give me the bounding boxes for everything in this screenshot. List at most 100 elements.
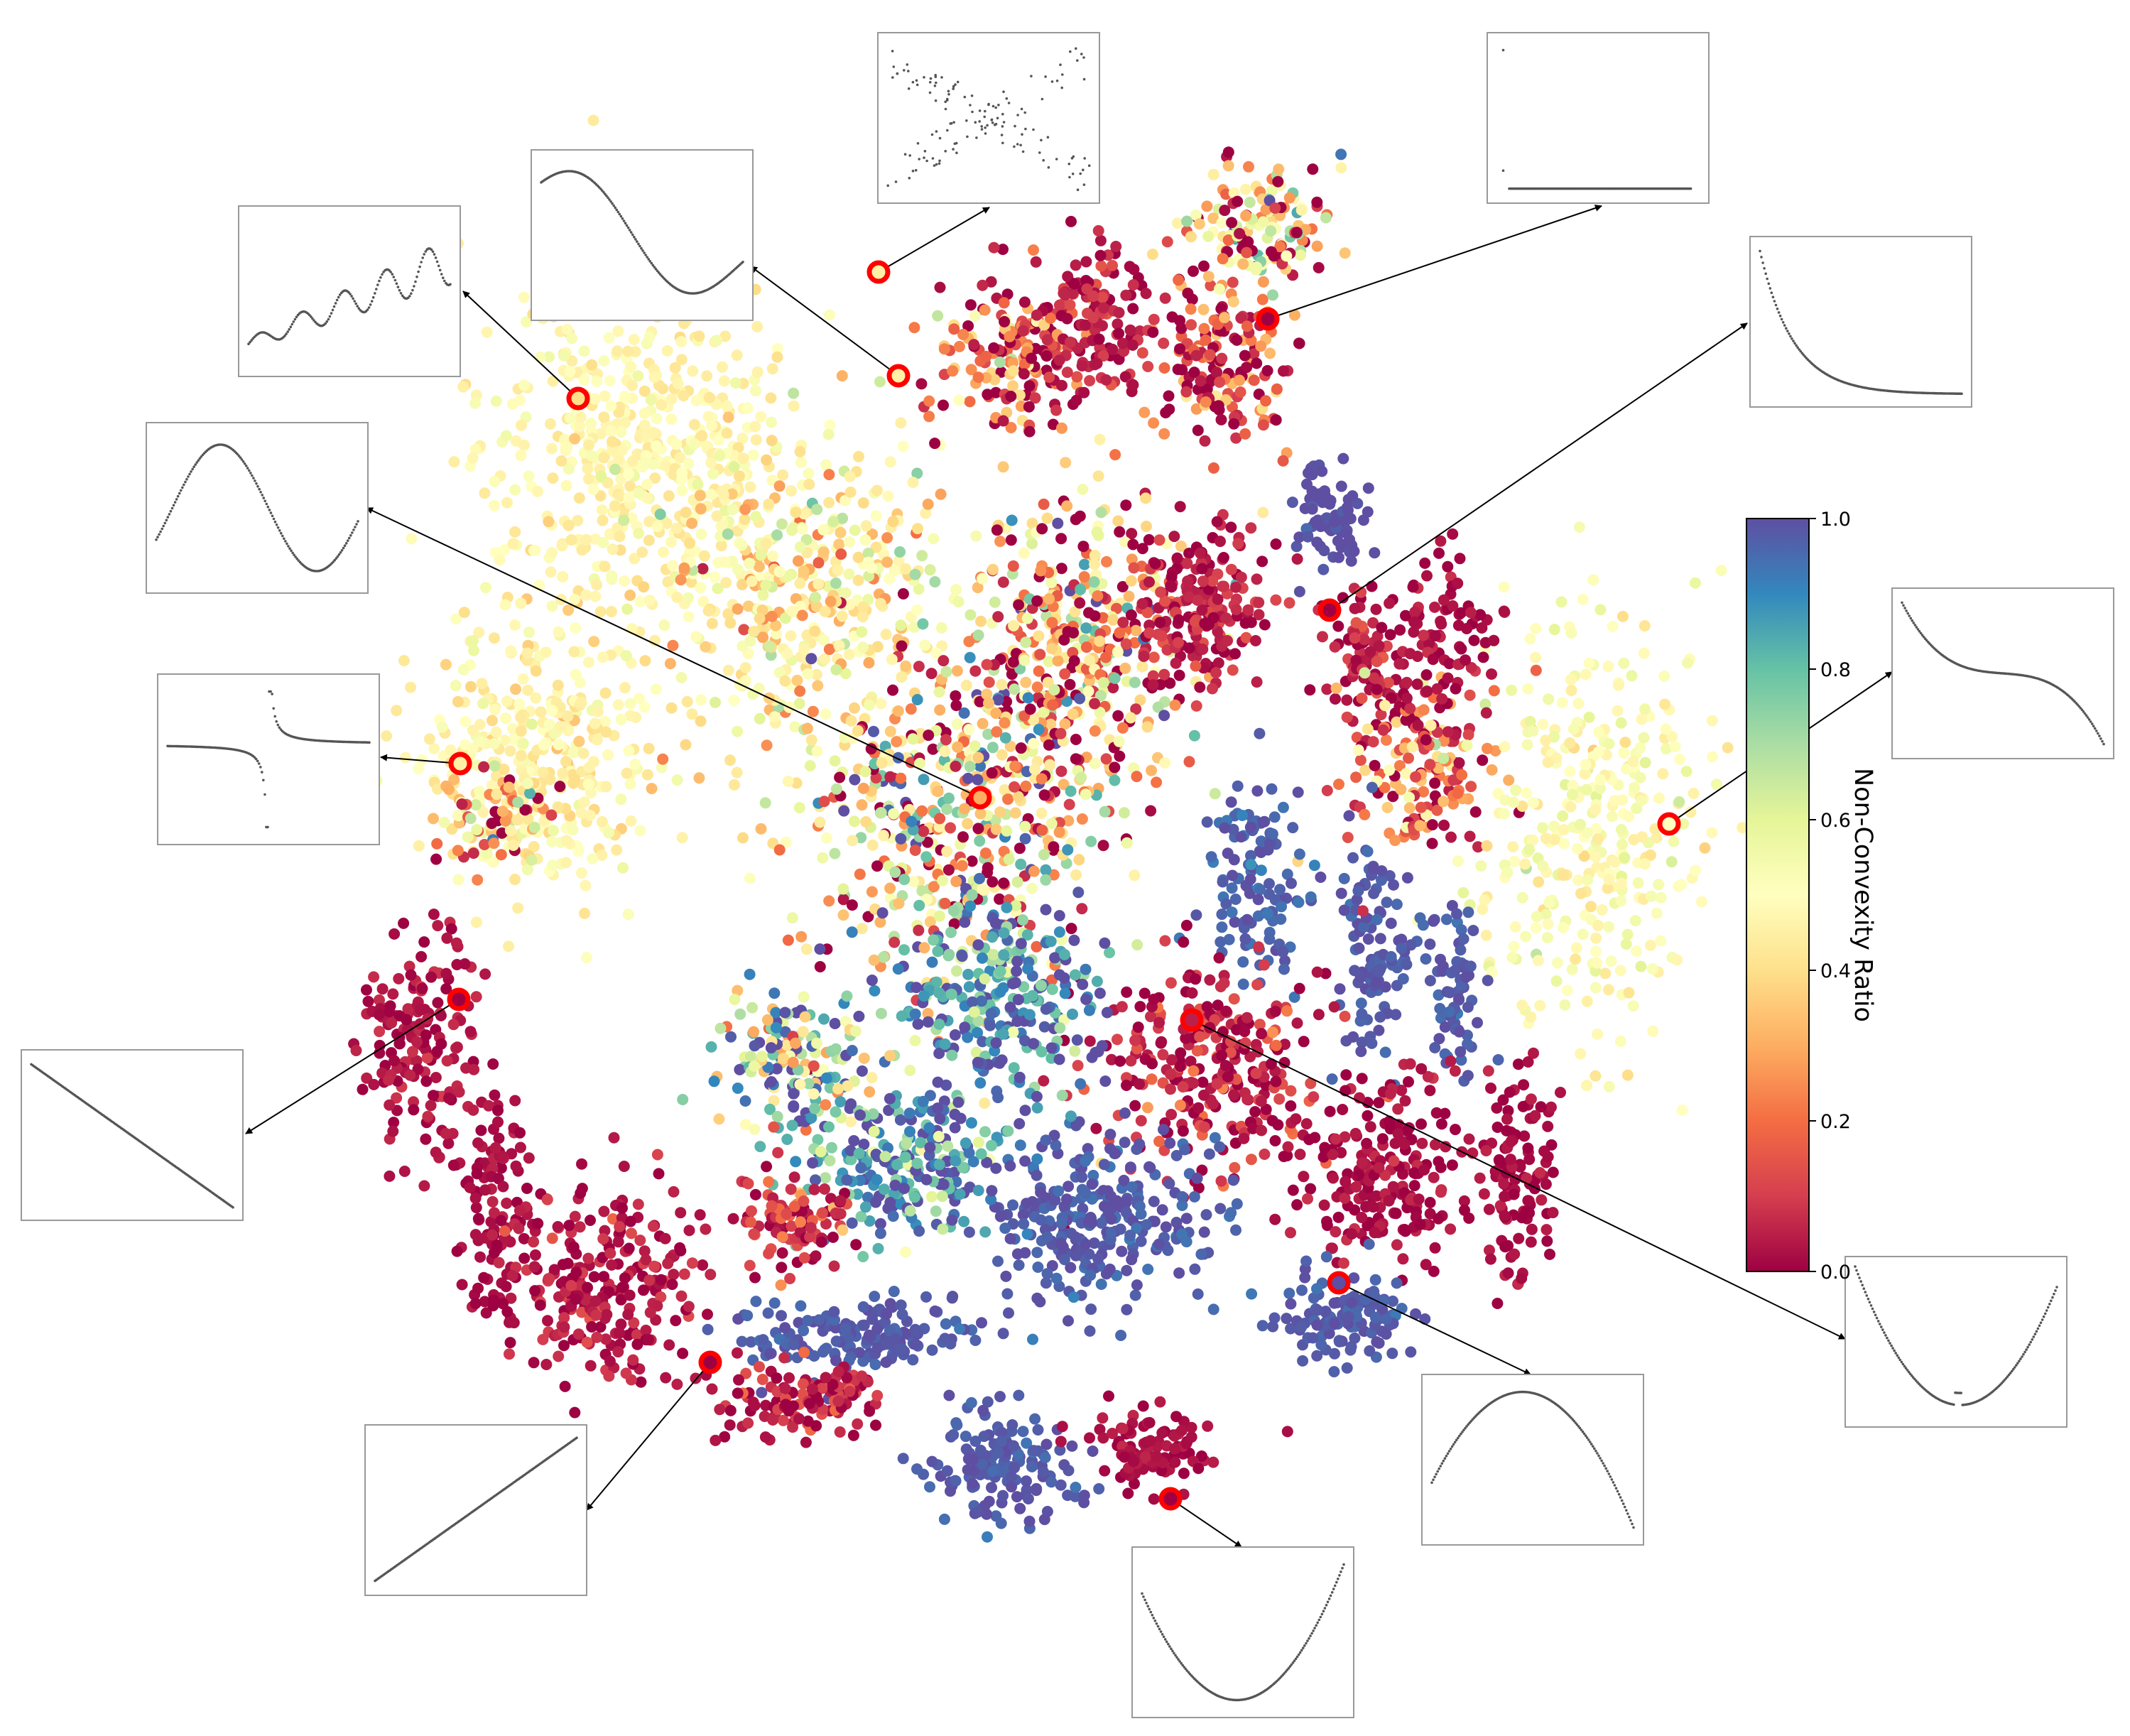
scatter-point bbox=[929, 576, 941, 588]
scatter-point bbox=[675, 336, 688, 347]
scatter-point bbox=[1119, 1136, 1131, 1149]
scatter-point bbox=[968, 1006, 980, 1018]
scatter-point bbox=[1186, 987, 1198, 999]
scatter-point bbox=[998, 949, 1010, 961]
scatter-point bbox=[1647, 1025, 1659, 1037]
scatter-point bbox=[1192, 595, 1204, 606]
scatter-point bbox=[1332, 1211, 1344, 1223]
scatter-point bbox=[1293, 982, 1305, 994]
scatter-point bbox=[624, 698, 636, 710]
scatter-point bbox=[1250, 1068, 1262, 1080]
scatter-point bbox=[1532, 955, 1544, 967]
scatter-point bbox=[575, 411, 587, 423]
scatter-point bbox=[1424, 1197, 1436, 1208]
scatter-point bbox=[556, 540, 568, 552]
scatter-point bbox=[780, 836, 792, 848]
scatter-point bbox=[1341, 694, 1353, 706]
scatter-point bbox=[817, 523, 830, 536]
scatter-point bbox=[1198, 1226, 1210, 1238]
scatter-point bbox=[687, 365, 699, 377]
scatter-point bbox=[770, 619, 782, 631]
scatter-point bbox=[1125, 1055, 1137, 1067]
scatter-point bbox=[509, 484, 521, 496]
scatter-point bbox=[728, 779, 740, 791]
scatter-point bbox=[884, 725, 896, 737]
scatter-point bbox=[1580, 668, 1592, 680]
scatter-point bbox=[950, 584, 962, 595]
scatter-point bbox=[546, 547, 558, 558]
scatter-point bbox=[1381, 896, 1393, 908]
scatter-point bbox=[648, 371, 661, 384]
scatter-point bbox=[1160, 1221, 1172, 1233]
scatter-point bbox=[871, 860, 883, 872]
scatter-point bbox=[1080, 1188, 1092, 1200]
scatter-point bbox=[1408, 1167, 1420, 1179]
scatter-point bbox=[1009, 760, 1021, 772]
scatter-point bbox=[1385, 950, 1397, 962]
scatter-point bbox=[553, 739, 565, 751]
scatter-point bbox=[1013, 599, 1025, 611]
scatter-point bbox=[713, 434, 725, 446]
scatter-point bbox=[981, 658, 993, 671]
scatter-point bbox=[1634, 742, 1646, 754]
scatter-point bbox=[686, 517, 698, 529]
scatter-point bbox=[930, 1205, 942, 1217]
scatter-point bbox=[706, 617, 718, 629]
scatter-point bbox=[1005, 391, 1017, 402]
scatter-point bbox=[1486, 764, 1498, 776]
scatter-point bbox=[651, 413, 663, 425]
scatter-point bbox=[1109, 774, 1121, 786]
scatter-point bbox=[906, 815, 918, 828]
scatter-point bbox=[1359, 808, 1371, 820]
scatter-point bbox=[839, 494, 851, 506]
scatter-point bbox=[615, 793, 627, 805]
scatter-point bbox=[1264, 878, 1275, 890]
scatter-point bbox=[918, 825, 930, 837]
scatter-point bbox=[716, 485, 728, 497]
scatter-point bbox=[1251, 357, 1263, 369]
scatter-point bbox=[877, 830, 889, 842]
scatter-point bbox=[1529, 1110, 1541, 1122]
scatter-point bbox=[476, 678, 488, 690]
scatter-point bbox=[1095, 1217, 1107, 1229]
scatter-point bbox=[923, 395, 935, 407]
scatter-point bbox=[907, 477, 919, 489]
scatter-point bbox=[633, 527, 645, 539]
scatter-point bbox=[937, 1223, 949, 1235]
scatter-point bbox=[898, 944, 910, 956]
scatter-point bbox=[1189, 1263, 1201, 1275]
scatter-point bbox=[596, 815, 608, 828]
scatter-point bbox=[1199, 435, 1211, 447]
scatter-point bbox=[1457, 886, 1469, 899]
scatter-point bbox=[695, 528, 707, 540]
scatter-point bbox=[626, 379, 638, 391]
scatter-point bbox=[1690, 577, 1701, 589]
scatter-point bbox=[820, 459, 832, 471]
scatter-point bbox=[964, 651, 976, 663]
scatter-point bbox=[1237, 956, 1249, 968]
scatter-point bbox=[953, 394, 965, 406]
scatter-point bbox=[612, 345, 624, 357]
scatter-point bbox=[566, 332, 578, 345]
scatter-point bbox=[898, 874, 911, 886]
scatter-point bbox=[1006, 514, 1018, 526]
scatter-point bbox=[1271, 383, 1283, 395]
scatter-point bbox=[1455, 944, 1467, 956]
scatter-point bbox=[1020, 676, 1032, 688]
scatter-point bbox=[972, 1185, 984, 1196]
scatter-point bbox=[1356, 1073, 1368, 1085]
scatter-point bbox=[1356, 1157, 1368, 1169]
scatter-point bbox=[870, 510, 882, 522]
scatter-point bbox=[1007, 977, 1019, 989]
scatter-point bbox=[1519, 858, 1531, 870]
scatter-point bbox=[975, 615, 987, 627]
scatter-point bbox=[1055, 533, 1067, 545]
scatter-point bbox=[1239, 1026, 1251, 1038]
scatter-point bbox=[1252, 941, 1264, 953]
scatter-point bbox=[1020, 636, 1032, 649]
scatter-point bbox=[1090, 1122, 1102, 1134]
scatter-point bbox=[1259, 1149, 1271, 1160]
scatter-point bbox=[1300, 1118, 1313, 1130]
scatter-point bbox=[1077, 541, 1090, 553]
scatter-point bbox=[859, 534, 871, 546]
